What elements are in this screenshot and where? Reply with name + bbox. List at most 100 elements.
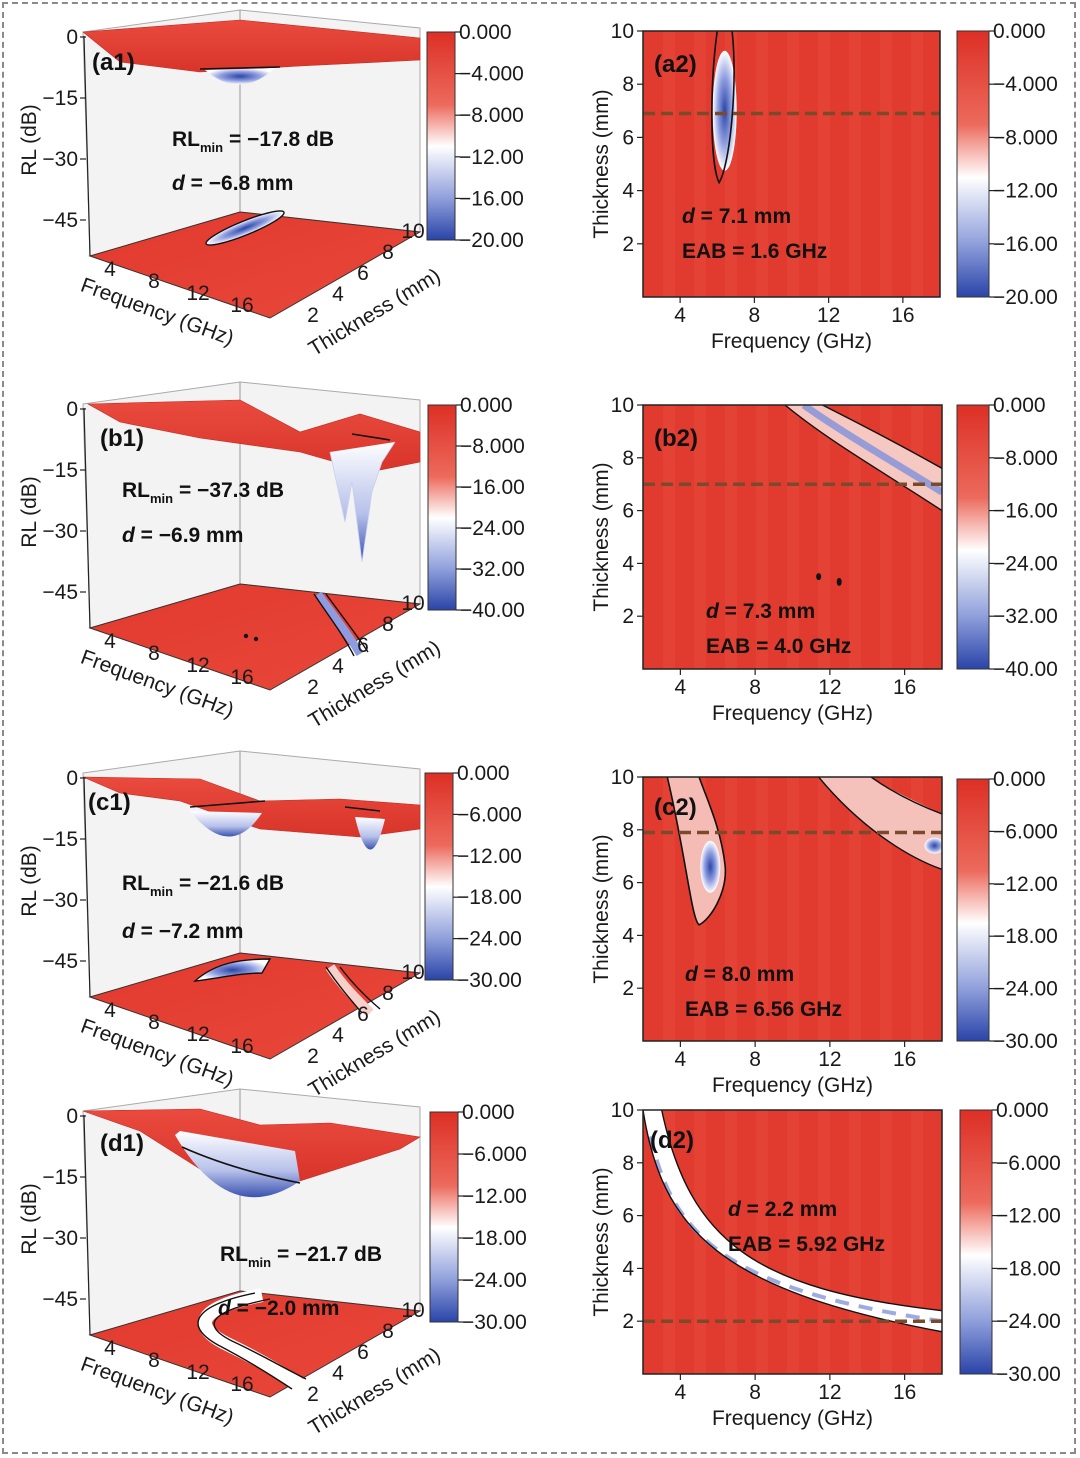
- x-axis-label: Frequency (GHz): [712, 702, 873, 725]
- freq-tick-label: 8: [148, 1011, 160, 1034]
- colorbar-tick-label: −4.000: [993, 73, 1058, 96]
- z-tick-label: −15: [42, 828, 78, 851]
- y-tick-label: 8: [622, 447, 634, 470]
- surface-contour: [344, 806, 381, 812]
- colorbar-tick-label: 0.000: [993, 20, 1046, 43]
- heatmap-streak: [756, 31, 768, 297]
- rl-min-annotation: RLmin = −21.6 dB: [122, 872, 284, 899]
- colorbar-tick-label: −24.00: [457, 928, 522, 951]
- thick-tick-label: 2: [307, 676, 319, 699]
- eab-annotation: EAB = 4.0 GHz: [706, 635, 851, 658]
- thick-tick-label: 4: [332, 283, 344, 306]
- x-tick-label: 12: [818, 676, 841, 699]
- contour-line: [666, 777, 727, 926]
- freq-tick-label: 8: [148, 642, 160, 665]
- heatmap-streak: [725, 777, 737, 1041]
- rl-surface: [82, 19, 421, 73]
- heatmap-streak: [880, 777, 892, 1041]
- contour-line: [711, 31, 735, 185]
- plot-frame: [642, 1109, 943, 1375]
- colorbar-tick-label: −40.00: [993, 658, 1058, 681]
- heatmap-streak: [694, 31, 706, 297]
- rl-min-annotation: RLmin = −17.8 dB: [172, 128, 334, 155]
- colorbar-tick-label: −12.00: [459, 146, 524, 169]
- floor-band: [325, 964, 374, 1017]
- colorbar-tick-label: −30.00: [462, 1311, 527, 1334]
- panel-label: (d2): [650, 1127, 694, 1154]
- heatmap-streak: [694, 1110, 706, 1374]
- heatmap-streak: [818, 405, 830, 669]
- colorbar-tick-label: −20.00: [459, 229, 524, 252]
- y-tick-label: 8: [622, 819, 634, 842]
- z-tick-label: −30: [42, 520, 78, 543]
- thick-tick-label: 8: [382, 1320, 394, 1343]
- floor-contour: [192, 958, 272, 982]
- heatmap-streak: [725, 405, 737, 669]
- heatmap-streak: [849, 31, 861, 297]
- thick-tick-label: 8: [382, 982, 394, 1005]
- absorption-band: [712, 50, 737, 171]
- z-tick-label: −15: [42, 87, 78, 110]
- x-axis-label: Frequency (GHz): [712, 1074, 873, 1097]
- heatmap-streak: [787, 1110, 799, 1374]
- absorption-core: [700, 840, 721, 893]
- z-tick-label: −30: [42, 148, 78, 171]
- optimal-thickness-annotation: d = 7.1 mm: [682, 205, 791, 228]
- colorbar-bar: [426, 31, 456, 241]
- colorbar-tick-label: −6.000: [993, 820, 1058, 843]
- colorbar-tick-label: −24.00: [993, 978, 1058, 1001]
- x-tick-label: 4: [675, 1048, 687, 1071]
- y-tick-label: 4: [622, 1257, 634, 1280]
- colorbar-tick-label: −24.00: [462, 1269, 527, 1292]
- panel-label: (a1): [92, 49, 135, 76]
- thickness-annotation: d = −6.9 mm: [122, 524, 243, 547]
- colorbar-tick-label: 0.000: [460, 394, 513, 417]
- surface-dip: [175, 1131, 300, 1198]
- plot-frame: [642, 404, 943, 670]
- optimal-thickness-annotation: d = 2.2 mm: [728, 1198, 837, 1221]
- floor-band: [198, 1288, 304, 1391]
- x-tick-label: 4: [675, 1381, 687, 1404]
- freq-tick-label: 16: [230, 1373, 253, 1396]
- colorbar-bar: [959, 1109, 993, 1375]
- y-tick-label: 2: [622, 1310, 634, 1333]
- x-tick-label: 12: [818, 1048, 841, 1071]
- colorbar-tick-label: 0.000: [993, 768, 1046, 791]
- colorbar-tick-label: −16.00: [460, 476, 525, 499]
- floor-contour: [325, 593, 369, 653]
- x-tick-label: 8: [749, 1381, 761, 1404]
- y-tick-label: 6: [622, 872, 634, 895]
- heatmap-panel-1: 4 8 12 16 2 4 6 8 10 Frequency (GHz) Thickness (mm…: [590, 20, 1058, 353]
- y-tick-label: 2: [622, 977, 634, 1000]
- thick-tick-label: 2: [307, 1045, 319, 1068]
- z-axis: [83, 407, 91, 629]
- heatmap-streak: [663, 31, 675, 297]
- colorbar-tick-label: −16.00: [993, 500, 1058, 523]
- thick-tick-label: 6: [357, 1341, 369, 1364]
- z-axis-label: RL (dB): [18, 104, 41, 176]
- surface-contour: [189, 800, 266, 808]
- z-axis-label: RL (dB): [18, 1183, 41, 1255]
- x-tick-label: 12: [818, 1381, 841, 1404]
- thick-tick-label: 4: [332, 1362, 344, 1385]
- floor-contour: [213, 1298, 307, 1380]
- floor-band: [314, 591, 364, 657]
- heatmap-streak: [756, 777, 768, 1041]
- freq-tick-label: 12: [186, 282, 209, 305]
- thick-tick-label: 6: [357, 634, 369, 657]
- z-tick-label: 0: [66, 398, 78, 421]
- freq-tick-label: 8: [148, 1349, 160, 1372]
- y-tick-label: 10: [611, 1099, 634, 1122]
- colorbar-tick-label: −18.00: [993, 925, 1058, 948]
- z-axis: [83, 776, 91, 998]
- z-tick-label: 0: [66, 26, 78, 49]
- colorbar-tick-label: 0.000: [993, 394, 1046, 417]
- projected-heatmap: [88, 1290, 422, 1398]
- plot-frame: [642, 30, 941, 298]
- freq-tick-label: 16: [230, 294, 253, 317]
- y-axis-label: Thickness (mm): [590, 89, 613, 238]
